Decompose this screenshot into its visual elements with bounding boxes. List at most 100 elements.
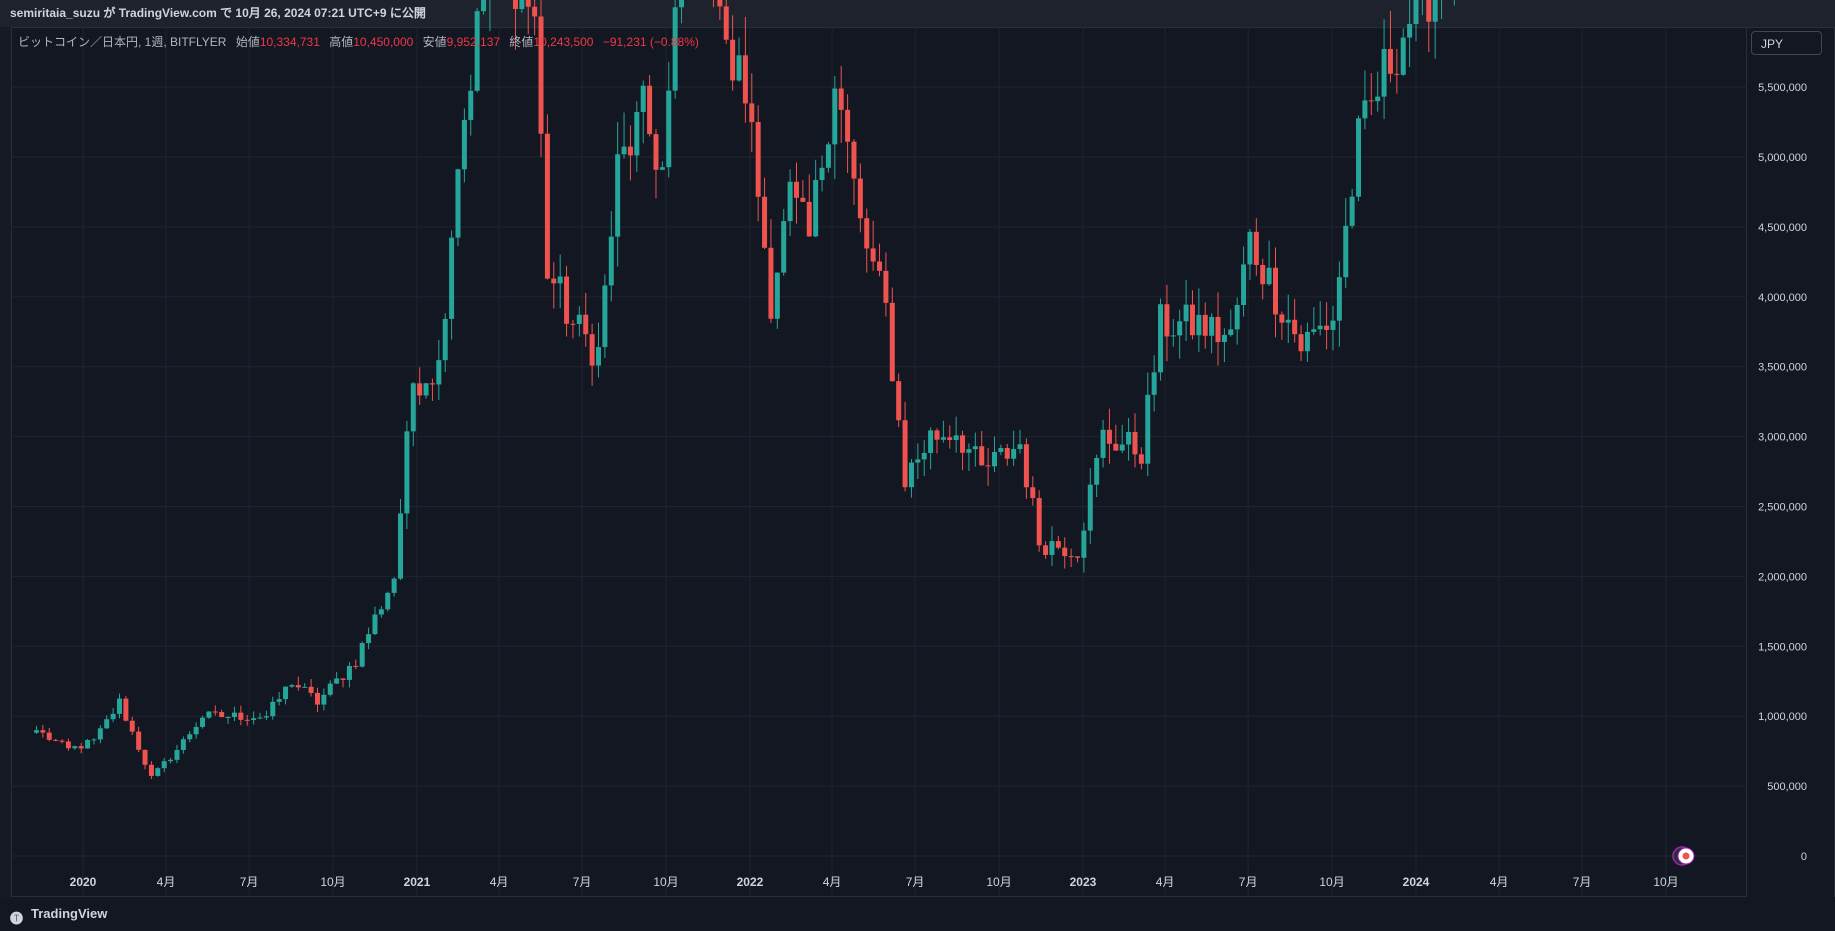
candle-body: [129, 720, 135, 732]
candle-body: [838, 88, 844, 110]
candle-body: [762, 196, 768, 248]
candle-body: [1055, 541, 1061, 548]
candle-body: [564, 276, 570, 324]
candle-body: [825, 144, 831, 168]
candle-body: [749, 103, 755, 123]
candle-body: [340, 678, 346, 680]
candle-body: [870, 248, 876, 262]
candle-body: [551, 278, 557, 284]
candle-body: [193, 726, 199, 735]
candle-body: [966, 449, 972, 453]
candle-body: [1298, 334, 1304, 352]
candle-body: [353, 665, 359, 667]
candle-body: [793, 181, 799, 198]
candle-body: [634, 112, 640, 156]
candle-body: [768, 247, 774, 319]
candle-body: [972, 446, 978, 450]
open-label: 始値: [235, 35, 260, 49]
candle-body: [570, 323, 576, 325]
candle-body: [915, 459, 921, 463]
candle-body: [1324, 325, 1330, 330]
x-tick-label: 2023: [1070, 875, 1097, 889]
candle-body: [78, 746, 84, 749]
close-label: 終値: [509, 35, 534, 49]
candle-body: [602, 285, 608, 348]
candle-body: [244, 719, 250, 721]
candle-body: [110, 713, 116, 720]
candle-body: [283, 686, 289, 700]
candle-body: [1304, 331, 1310, 352]
candle-body: [40, 730, 46, 733]
candle-body: [1023, 444, 1029, 488]
candle-body: [385, 592, 391, 610]
y-tick-label: 5,000,000: [1758, 152, 1807, 164]
candle-body: [883, 270, 889, 303]
y-axis-ticks: 0 500,000 1,000,000 1,500,000 2,000,000 2,500…: [1758, 82, 1807, 863]
candle-body: [155, 768, 161, 776]
candle-body: [1330, 320, 1336, 330]
candle-body: [1311, 329, 1317, 332]
x-tick-label: 2022: [737, 875, 764, 889]
candle-body: [608, 236, 614, 286]
high-value: 10,450,000: [353, 35, 414, 49]
candle-body: [366, 634, 372, 644]
candle-body: [314, 692, 320, 705]
candle-body: [666, 90, 672, 168]
candle-body: [1132, 431, 1138, 455]
candle-body: [1387, 48, 1393, 74]
y-tick-label: 1,500,000: [1758, 641, 1807, 653]
candle-body: [1234, 304, 1240, 330]
candle-body: [864, 218, 870, 249]
y-tick-label: 5,500,000: [1758, 82, 1807, 94]
x-tick-label: 10月: [986, 875, 1011, 889]
candle-body: [1164, 304, 1170, 337]
candle-body: [91, 739, 97, 741]
candle-body: [1253, 231, 1259, 265]
grid-lines: [11, 27, 1747, 897]
candle-body: [730, 39, 736, 81]
candle-body: [998, 448, 1004, 452]
candle-body: [116, 698, 122, 714]
brand-name[interactable]: TradingView: [31, 906, 108, 921]
candle-body: [359, 643, 365, 667]
candle-body: [1011, 448, 1017, 459]
candle-body: [1317, 325, 1323, 330]
candle-body: [1432, 0, 1438, 22]
candle-body: [921, 452, 927, 460]
high-label: 高値: [329, 35, 354, 49]
x-tick-label: 2024: [1403, 875, 1430, 889]
candle-body: [200, 717, 206, 727]
tradingview-logo-icon[interactable]: 🅣: [10, 911, 24, 926]
candle-body: [1177, 321, 1183, 336]
candle-body: [991, 451, 997, 467]
candle-body: [1394, 73, 1400, 75]
candle-body: [212, 711, 218, 713]
candle-body: [1151, 372, 1157, 395]
candle-body: [180, 739, 186, 751]
candle-series: [33, 0, 1455, 780]
candle-body: [461, 119, 467, 170]
y-tick-label: 4,000,000: [1758, 292, 1807, 304]
currency-button[interactable]: JPY: [1751, 31, 1822, 55]
candle-body: [934, 430, 940, 440]
candle-body: [787, 181, 793, 222]
candle-body: [1413, 0, 1419, 24]
candle-body: [1356, 118, 1362, 197]
candle-body: [621, 146, 627, 155]
candle-body: [123, 698, 129, 721]
candle-body: [736, 55, 742, 81]
x-axis-ticks: 2020 4月 7月 10月 2021 4月 7月 10月 2022 4月 7月 10月 2023 4月 7…: [70, 875, 1679, 889]
candle-body: [206, 711, 212, 718]
candle-body: [257, 717, 263, 719]
candle-body: [1081, 530, 1087, 558]
x-tick-label: 10月: [1653, 875, 1678, 889]
candle-body: [1343, 225, 1349, 278]
candle-body: [781, 221, 787, 273]
candle-body: [525, 0, 531, 7]
candle-body: [1049, 541, 1055, 555]
candle-body: [1375, 96, 1381, 102]
chart-pane[interactable]: [11, 27, 1747, 897]
candle-body: [1272, 267, 1278, 315]
x-tick-label: 4月: [490, 875, 509, 889]
